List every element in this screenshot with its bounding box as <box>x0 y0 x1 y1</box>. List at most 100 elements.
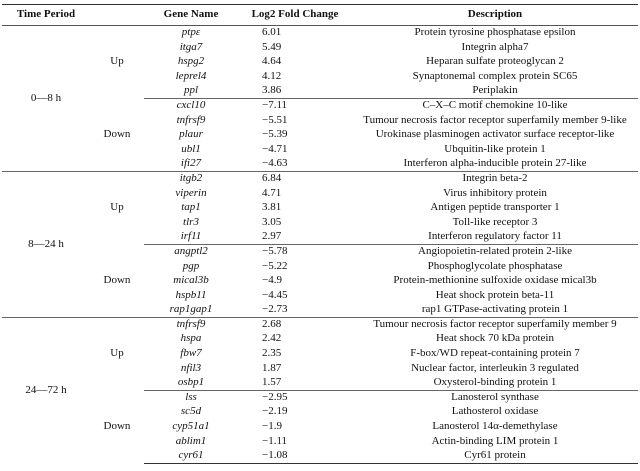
description-cell: Antigen peptide transporter 1 <box>430 201 560 214</box>
fold-change-cell: −7.11 <box>238 97 352 114</box>
table-row: hspa 2.42 Heat shock 70 kDa protein <box>2 332 638 347</box>
description-cell: Heparan sulfate proteoglycan 2 <box>426 55 564 68</box>
gene-name-cell: viperin <box>175 186 207 199</box>
table-row: pgp −5.22 Phosphoglycolate phosphatase <box>2 259 638 274</box>
table-row: tlr3 3.05 Toll-like receptor 3 <box>2 215 638 230</box>
fold-change-cell: 6.84 <box>238 170 352 187</box>
fold-change-cell: −4.63 <box>262 157 288 170</box>
table-row: hspg2 4.64 Heparan sulfate proteoglycan 2 <box>2 55 638 70</box>
description-cell: Tumour necrosis factor receptor superfam… <box>352 316 638 332</box>
table-row: viperin 4.71 Virus inhibitory protein <box>2 186 638 201</box>
description-cell: Toll-like receptor 3 <box>452 215 538 228</box>
fold-change-cell: −1.11 <box>262 434 288 447</box>
gene-name-cell: tlr3 <box>183 215 199 228</box>
header-direction-spacer <box>90 4 144 26</box>
table-row: tnfrsf9 −5.51 Tumour necrosis factor recep… <box>2 113 638 128</box>
description-cell: Urokinase plasminogen activator surface … <box>375 128 615 141</box>
gene-name-cell: tnfrsf9 <box>144 316 238 332</box>
gene-name-cell: ppl <box>183 84 199 97</box>
fold-change-cell: −4.45 <box>262 288 288 301</box>
gene-name-cell: hspb11 <box>175 288 207 301</box>
description-cell: Angiopoietin-related protein 2-like <box>352 243 638 259</box>
description-cell: Lanosterol 14α-demethylase <box>432 420 558 433</box>
gene-name-cell: irf11 <box>180 230 202 243</box>
fold-change-cell: 6.01 <box>262 26 282 39</box>
description-cell: F-box/WD repeat-containing protein 7 <box>410 347 580 360</box>
description-cell: Integrin alpha7 <box>461 40 529 53</box>
time-period-label: 24—72 h <box>2 316 90 464</box>
table-row: tap1 3.81 Antigen peptide transporter 1 <box>2 201 638 216</box>
gene-name-cell: hspg2 <box>177 55 205 68</box>
fold-change-cell: −5.78 <box>238 243 352 259</box>
fold-change-cell: −2.73 <box>262 303 288 316</box>
fold-change-cell: 2.42 <box>262 332 282 345</box>
gene-name-cell: mical3b <box>173 274 209 287</box>
table-header-row: Time Period Gene Name Log2 Fold Change D… <box>2 4 638 26</box>
fold-change-cell: 3.86 <box>262 84 282 97</box>
direction-label: Up <box>90 316 144 391</box>
table-row: Down angptl2 −5.78 Angiopoietin-related pro… <box>2 243 638 286</box>
gene-name-cell: osbp1 <box>177 376 205 388</box>
fold-change-cell: −4.71 <box>262 142 288 155</box>
description-cell: Actin-binding LIM protein 1 <box>431 434 559 447</box>
table-row: 0—8 h Up ptpε 6.01 Protein tyrosine phosphat… <box>2 26 638 104</box>
fold-change-cell: −1.9 <box>262 420 282 433</box>
table-row: osbp1 1.57 Oxysterol-binding protein 1 <box>2 376 638 391</box>
gene-name-cell: ubl1 <box>181 142 201 155</box>
gene-name-cell: ptpε <box>181 26 201 39</box>
table-row: cyr61 −1.08 Cyr61 protein <box>2 448 638 464</box>
description-cell: Tumour necrosis factor receptor superfam… <box>363 113 627 126</box>
gene-name-cell: nfil3 <box>180 361 202 374</box>
description-cell: Ubquitin-like protein 1 <box>444 142 546 155</box>
fold-change-cell: 3.05 <box>262 215 282 228</box>
header-time-period: Time Period <box>2 4 90 26</box>
gene-name-cell: cyp51a1 <box>172 420 210 433</box>
header-description: Description <box>352 4 638 26</box>
table-row: mical3b −4.9 Protein-methionine sulfoxide … <box>2 274 638 289</box>
description-cell: Phosphoglycolate phosphatase <box>427 259 563 272</box>
fold-change-cell: 2.97 <box>262 230 282 243</box>
description-cell: Lathosterol oxidase <box>451 405 539 418</box>
gene-name-cell: angptl2 <box>144 243 238 259</box>
description-cell: Oxysterol-binding protein 1 <box>433 376 557 388</box>
gene-name-cell: lss <box>144 389 238 405</box>
table-row: plaur −5.39 Urokinase plasminogen activato… <box>2 128 638 143</box>
description-cell: Lanosterol synthase <box>352 389 638 405</box>
description-cell: Heat shock protein beta-11 <box>435 288 555 301</box>
time-period-label: 8—24 h <box>2 170 90 318</box>
description-cell: Integrin beta-2 <box>352 170 638 187</box>
fold-change-cell: 2.35 <box>262 347 282 360</box>
table-row: rap1gap1 −2.73 rap1 GTPase-activating prot… <box>2 303 638 318</box>
table-row: hspb11 −4.45 Heat shock protein beta-11 <box>2 288 638 303</box>
fold-change-cell: −2.19 <box>262 405 288 418</box>
direction-label: Down <box>103 127 131 140</box>
table-row: Down lss −2.95 Lanosterol synthase <box>2 389 638 432</box>
table-row: 8—24 h Up itgb2 6.84 Integrin beta-2 <box>2 170 638 318</box>
table-row: fbw7 2.35 F-box/WD repeat-containing prote… <box>2 347 638 362</box>
table-body: 0—8 h Up ptpε 6.01 Protein tyrosine phosphat… <box>2 26 638 464</box>
description-cell: Protein tyrosine phosphatase epsilon <box>414 26 576 39</box>
gene-name-cell: hspa <box>180 332 202 345</box>
description-cell: Virus inhibitory protein <box>443 186 547 199</box>
gene-name-cell: cyr61 <box>144 448 238 464</box>
direction-label: Up <box>110 55 124 68</box>
gene-name-cell: tnfrsf9 <box>176 113 206 126</box>
table-row: nfil3 1.87 Nuclear factor, interleukin 3 r… <box>2 361 638 376</box>
gene-expression-table: Time Period Gene Name Log2 Fold Change D… <box>2 4 638 464</box>
gene-name-cell: rap1gap1 <box>169 303 213 316</box>
table-row: 24—72 h Up tnfrsf9 2.68 Tumour necrosis fact… <box>2 316 638 464</box>
description-cell: Interferon regulatory factor 11 <box>428 230 562 243</box>
description-cell: C–X–C motif chemokine 10-like <box>352 97 638 114</box>
fold-change-cell: 1.87 <box>262 361 282 374</box>
gene-name-cell: itga7 <box>179 40 203 53</box>
table-row: leprel4 4.12 Synaptonemal complex protein … <box>2 69 638 84</box>
fold-change-cell: 2.68 <box>238 316 352 332</box>
table-row: sc5d −2.19 Lathosterol oxidase <box>2 405 638 420</box>
direction-label: Down <box>103 420 131 433</box>
fold-change-cell: −5.51 <box>262 113 288 126</box>
description-cell: Nuclear factor, interleukin 3 regulated <box>411 361 579 374</box>
gene-name-cell: itgb2 <box>144 170 238 187</box>
gene-name-cell: pgp <box>182 259 200 272</box>
direction-label: Down <box>103 273 131 286</box>
description-cell: Periplakin <box>472 84 518 97</box>
